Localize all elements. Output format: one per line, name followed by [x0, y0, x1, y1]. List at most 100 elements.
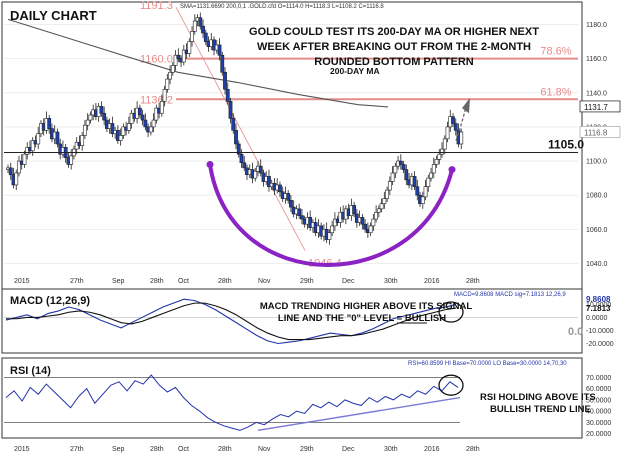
- price-x-tick-label: 29th: [300, 278, 314, 285]
- arc-start-dot: [206, 160, 214, 168]
- bottom-x-tick-label: 29th: [300, 446, 314, 453]
- candle-body: [170, 65, 175, 73]
- candle-body: [225, 89, 230, 102]
- candle-body: [379, 203, 384, 210]
- candle-body: [17, 160, 21, 174]
- candle-body: [368, 225, 373, 234]
- candle-body: [451, 116, 455, 124]
- price-x-tick-label: Oct: [178, 278, 189, 285]
- candle-body: [385, 189, 389, 199]
- candle-body: [278, 184, 282, 193]
- candle-body: [376, 208, 381, 213]
- macd-zero-label: 0.0: [568, 326, 583, 338]
- rsi-y-tick-label: 20.0000: [586, 431, 611, 438]
- candle-body: [459, 131, 464, 145]
- candle-body: [14, 172, 19, 186]
- candle-body: [330, 225, 335, 234]
- candle-body: [85, 119, 90, 126]
- last-price-tag: [579, 100, 621, 113]
- rsi-title: RSI (14): [10, 365, 51, 377]
- macd-value-label: 9.8608: [586, 295, 611, 304]
- candle-body: [223, 71, 227, 90]
- candle-body: [148, 126, 153, 133]
- price-x-tick-label: 28th: [466, 278, 480, 285]
- candle-body: [434, 159, 439, 165]
- bottom-x-tick-label: 28th: [150, 446, 164, 453]
- rsi-y-axis: 70.0000 60.0000 50.0000 40.0000 30.0000 20.00…: [4, 375, 611, 438]
- candle-body: [390, 172, 395, 182]
- candle-body: [220, 54, 225, 73]
- candle-body: [143, 119, 148, 128]
- rsi-lines: [5, 374, 464, 432]
- bottom-x-tick-label: 27th: [70, 446, 84, 453]
- candle-body: [47, 118, 52, 129]
- price-x-axis: 2015 27th Sep 28th Oct 28th Nov 29th Dec 30th 2016…: [14, 278, 480, 285]
- candle-body: [99, 106, 104, 114]
- rsi-y-tick-label: 30.0000: [586, 420, 611, 427]
- candle-body: [190, 31, 194, 42]
- candle-body: [192, 20, 197, 32]
- price-y-axis: 1040.01060.01080.01100.01120.01140.01160…: [586, 22, 608, 268]
- bottom-x-tick-label: 2015: [14, 446, 30, 453]
- price-y-tick-label: 1060.0: [586, 227, 608, 234]
- fibonacci-percent-label: 61.8%: [540, 86, 571, 98]
- candle-body: [242, 162, 247, 169]
- rsi-annotation-line-1: RSI HOLDING ABOVE ITS: [480, 392, 596, 403]
- candle-body: [217, 44, 222, 56]
- candle-body: [382, 198, 387, 205]
- price-x-tick-label: 2015: [14, 278, 30, 285]
- price-y-tick-label: 1100.0: [586, 159, 607, 166]
- ma-200-line: [7, 18, 389, 108]
- bottom-x-tick-label: Nov: [258, 446, 271, 453]
- candle-body: [118, 135, 123, 141]
- candle-body: [239, 153, 244, 164]
- candle-body: [442, 138, 447, 150]
- macd-y-tick-label: -10.0000: [586, 328, 614, 335]
- candle-body: [415, 186, 420, 196]
- macd-line: [5, 298, 457, 345]
- price-x-tick-label: 28th: [150, 278, 164, 285]
- price-annotation-line-2: WEEK AFTER BREAKING OUT FROM THE 2-MONTH: [257, 41, 531, 53]
- candle-body: [371, 218, 376, 227]
- price-y-tick-label: 1040.0: [586, 261, 608, 268]
- candle-body: [55, 131, 60, 145]
- price-x-tick-label: Dec: [342, 278, 355, 285]
- last-price-tag-label: 1131.7: [584, 103, 608, 112]
- price-panel: 1040.01060.01080.01100.01120.01140.01160…: [1, 0, 621, 290]
- candle-body: [181, 49, 186, 63]
- candle-body: [8, 167, 13, 176]
- current-price-tag: [579, 126, 621, 138]
- fibonacci-percent-label: 78.6%: [540, 46, 571, 58]
- candle-body: [126, 123, 131, 131]
- candle-body: [154, 107, 159, 121]
- candle-body: [231, 118, 236, 131]
- candle-body: [121, 126, 126, 136]
- chart-title: DAILY CHART: [10, 8, 97, 23]
- rsi-y-tick-label: 50.0000: [586, 397, 611, 404]
- candle-body: [297, 208, 302, 216]
- macd-y-tick-label: 0.0000: [586, 315, 608, 322]
- price-info-text: SMA=1131.6690 200,0,1 .GOLD.cfd O=1114.0…: [180, 4, 384, 10]
- fibonacci-drag-line: [175, 7, 306, 251]
- candle-body: [30, 140, 35, 152]
- candle-body: [431, 164, 436, 174]
- candle-body: [159, 100, 164, 114]
- candle-body: [289, 200, 293, 208]
- rsi-line: [5, 374, 459, 431]
- macd-panel-frame: [1, 288, 583, 354]
- macd-y-axis: 10.0000 0.0000 -10.0000 -20.0000: [4, 302, 614, 348]
- candle-body: [201, 25, 205, 34]
- macd-info-text: MACD=9.8608 MACD sig=7.1813 12,26,9: [454, 292, 566, 298]
- candle-body: [36, 133, 41, 145]
- candle-body: [165, 78, 170, 90]
- macd-lines: [5, 298, 464, 345]
- candle-body: [437, 153, 442, 160]
- signal-line: [6, 302, 457, 341]
- macd-y-tick-label: -20.0000: [586, 341, 614, 348]
- candle-body: [236, 143, 241, 155]
- candle-body: [426, 177, 431, 187]
- rsi-y-tick-label: 60.0000: [586, 386, 611, 393]
- candle-body: [253, 170, 258, 179]
